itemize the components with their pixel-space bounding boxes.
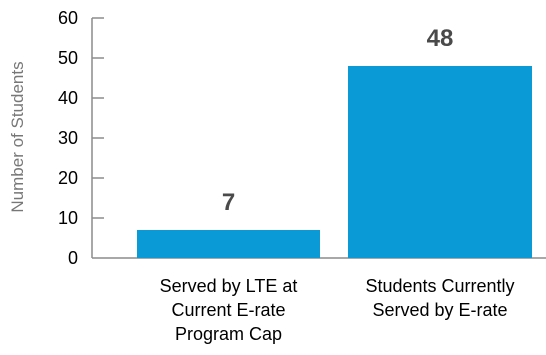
category-label-line: Current E-rate — [171, 300, 285, 320]
y-tick-label: 0 — [68, 248, 78, 268]
y-tick-label: 20 — [58, 168, 78, 188]
category-label-line: Served by LTE at — [160, 276, 298, 296]
y-tick-label: 30 — [58, 128, 78, 148]
category-label-line: Served by E-rate — [372, 300, 507, 320]
y-tick-label: 60 — [58, 8, 78, 28]
data-labels: 7 48 — [222, 25, 454, 216]
y-tick-label: 40 — [58, 88, 78, 108]
bar — [137, 230, 320, 258]
y-tick-label: 10 — [58, 208, 78, 228]
y-axis-ticks: 0 10 20 30 40 50 60 — [58, 8, 104, 268]
category-label: Served by LTE at Current E-rate Program Ca… — [160, 276, 298, 344]
category-label-line: Program Cap — [175, 324, 282, 344]
y-tick-label: 50 — [58, 48, 78, 68]
y-axis-title: Number of Students — [8, 61, 27, 212]
bar — [348, 66, 532, 258]
category-label-line: Students Currently — [365, 276, 514, 296]
data-label: 48 — [427, 25, 454, 52]
bars — [137, 66, 532, 258]
data-label: 7 — [222, 189, 235, 216]
category-label: Students Currently Served by E-rate — [365, 276, 514, 320]
category-labels: Served by LTE at Current E-rate Program Ca… — [160, 276, 515, 344]
